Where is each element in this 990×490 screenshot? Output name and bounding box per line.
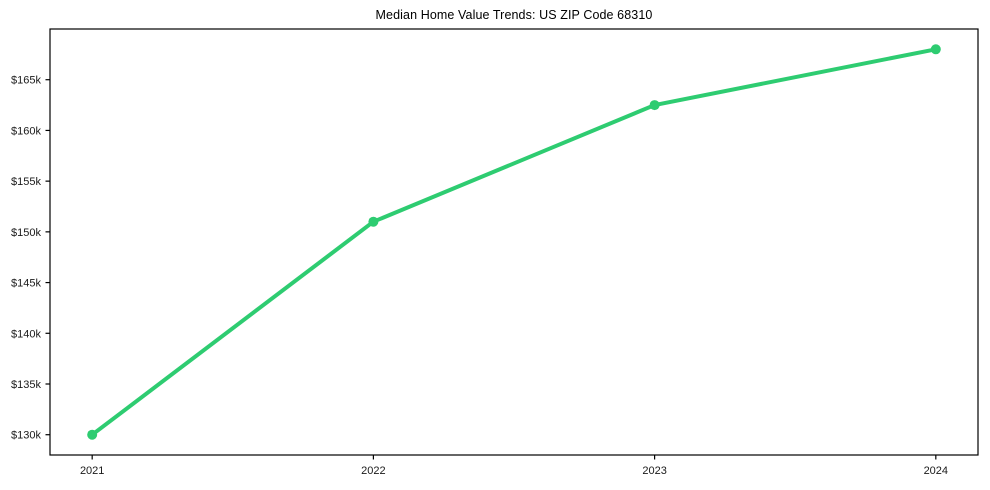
y-tick-label: $155k xyxy=(11,176,41,188)
x-tick-label: 2021 xyxy=(80,465,104,477)
y-tick-label: $135k xyxy=(11,379,41,391)
data-point-2023 xyxy=(649,100,660,111)
plot-border xyxy=(49,28,979,456)
y-tick-label: $165k xyxy=(11,75,41,87)
chart-title: Median Home Value Trends: US ZIP Code 68… xyxy=(375,8,653,22)
trend-line xyxy=(90,47,938,437)
x-tick-label: 2024 xyxy=(924,465,948,477)
y-tick-label: $160k xyxy=(11,125,41,137)
y-tick-label: $150k xyxy=(11,227,41,239)
y-tick-label: $130k xyxy=(11,430,41,442)
y-tick-label: $140k xyxy=(11,328,41,340)
y-tick-label: $145k xyxy=(11,278,41,290)
data-point-2022 xyxy=(368,216,379,227)
x-tick-label: 2023 xyxy=(642,465,666,477)
data-point-2021 xyxy=(87,429,98,440)
x-tick-label: 2022 xyxy=(361,465,385,477)
data-point-2024 xyxy=(930,44,941,55)
